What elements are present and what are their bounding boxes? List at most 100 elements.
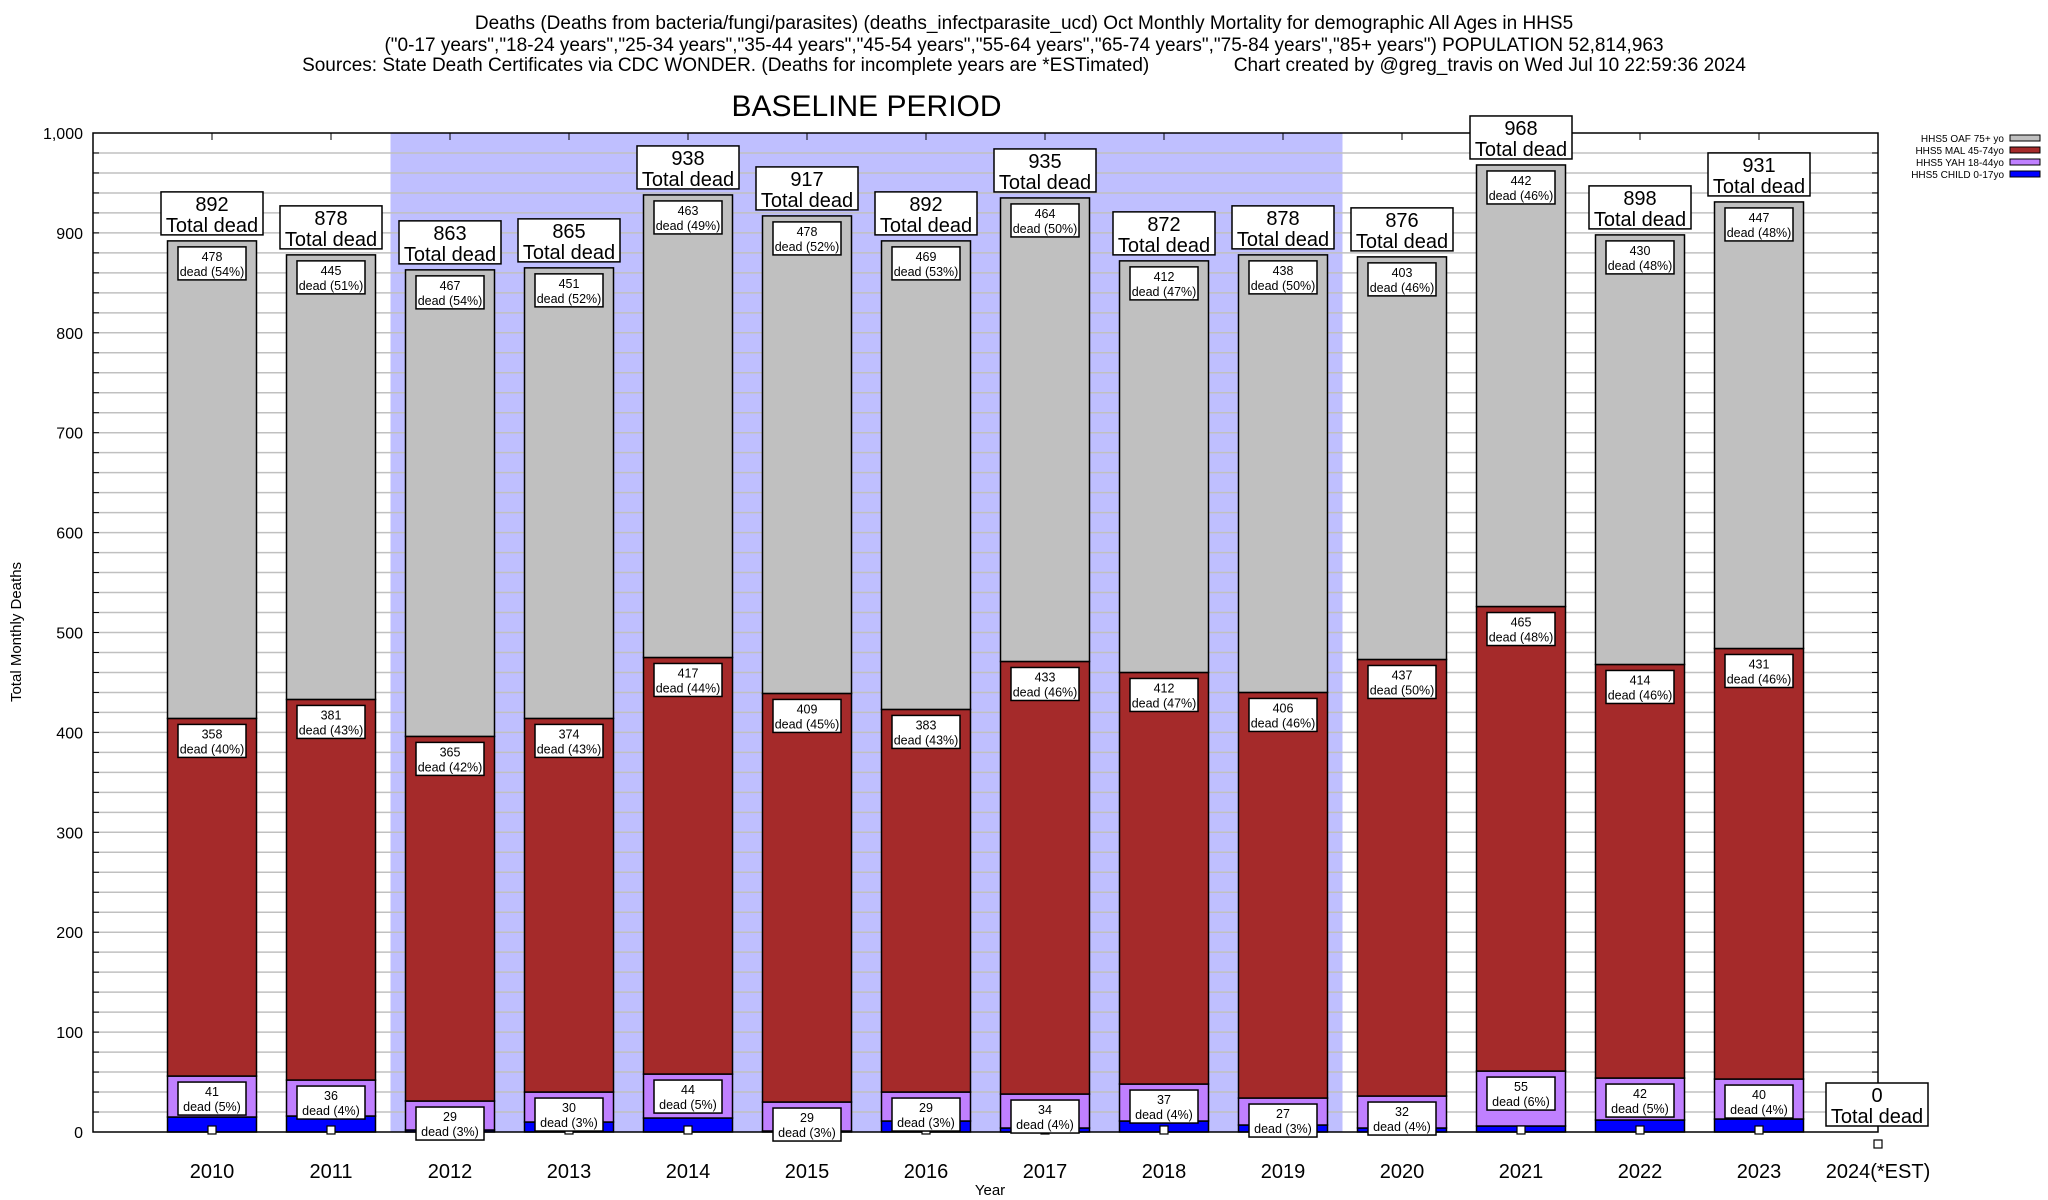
segment-label: dead (49%) <box>656 219 721 233</box>
segment-label: dead (5%) <box>659 1098 717 1112</box>
total-label: 968 <box>1504 118 1537 140</box>
x-tick-label: 2016 <box>904 1161 949 1183</box>
segment-label-box <box>1367 262 1437 297</box>
total-label: 0 <box>1871 1085 1882 1107</box>
x-tick-label: 2017 <box>1023 1161 1068 1183</box>
bar-segment-oaf <box>1356 256 1448 661</box>
segment-label-box <box>1129 677 1199 713</box>
segment-label-box <box>891 714 961 750</box>
legend-label: HHS5 MAL 45-74yo <box>1915 146 2004 157</box>
segment-label-box <box>1129 266 1199 301</box>
segment-label-box <box>1010 666 1080 702</box>
segment-label-box <box>1010 203 1080 238</box>
segment-label: 465 <box>1511 616 1532 630</box>
segment-label: 383 <box>916 718 937 732</box>
y-tick-label: 500 <box>56 626 83 643</box>
total-label: Total dead <box>1831 1106 1923 1128</box>
legend-label: HHS5 YAH 18-44yo <box>1916 158 2004 169</box>
segment-label-box <box>1605 240 1675 275</box>
legend-label: HHS5 OAF 75+ yo <box>1921 134 2005 145</box>
segment-label-box <box>891 246 961 281</box>
segment-label: 381 <box>321 708 342 722</box>
child-marker <box>326 1125 336 1135</box>
segment-label: dead (45%) <box>775 717 840 731</box>
total-label: Total dead <box>880 215 972 237</box>
y-tick-label: 700 <box>56 426 83 443</box>
bar-segment-mal <box>642 656 734 1075</box>
bar-segment-mal <box>285 698 377 1081</box>
bar-segment-oaf <box>523 267 615 720</box>
segment-label-box <box>1367 664 1437 700</box>
total-label: Total dead <box>1594 209 1686 231</box>
segment-label-box <box>1367 1101 1437 1136</box>
segment-label: dead (50%) <box>1251 279 1316 293</box>
total-label: 892 <box>909 194 942 216</box>
x-tick-label: 2023 <box>1737 1161 1782 1183</box>
segment-label-box <box>1605 669 1675 705</box>
y-tick-label: 800 <box>56 326 83 343</box>
segment-label: 431 <box>1749 657 1770 671</box>
segment-label: 30 <box>562 1101 576 1115</box>
segment-label: dead (46%) <box>1251 716 1316 730</box>
total-label-box <box>1350 207 1454 252</box>
segment-label: dead (5%) <box>183 1100 241 1114</box>
x-tick-label: 2012 <box>428 1161 473 1183</box>
segment-label: dead (3%) <box>540 1116 598 1130</box>
bar-segment-oaf <box>999 197 1091 663</box>
total-label: 938 <box>671 148 704 170</box>
segment-label: dead (3%) <box>1254 1122 1312 1136</box>
bar-segment-mal <box>1594 663 1686 1079</box>
segment-label: 409 <box>797 702 818 716</box>
x-tick-label: 2021 <box>1499 1161 1544 1183</box>
segment-label-box <box>296 704 366 740</box>
segment-label: dead (4%) <box>1373 1120 1431 1134</box>
segment-label-box <box>1010 1099 1080 1134</box>
segment-label: 478 <box>797 225 818 239</box>
total-label: 898 <box>1623 188 1656 210</box>
segment-label-box <box>415 741 485 777</box>
segment-label-box <box>653 1079 723 1114</box>
child-marker <box>683 1125 693 1135</box>
x-tick-label: 2020 <box>1380 1161 1425 1183</box>
segment-label: dead (48%) <box>1727 226 1792 240</box>
legend-label: HHS5 CHILD 0-17yo <box>1911 170 2004 181</box>
bar-segment-mal <box>404 735 496 1102</box>
segment-label: dead (3%) <box>778 1126 836 1140</box>
segment-label-box <box>534 723 604 759</box>
x-tick-label: 2022 <box>1618 1161 1663 1183</box>
segment-label: dead (43%) <box>299 723 364 737</box>
total-label-box <box>1469 115 1573 160</box>
segment-label: 433 <box>1035 670 1056 684</box>
segment-label: dead (52%) <box>775 240 840 254</box>
x-axis-title: Year <box>975 1182 1005 1199</box>
total-label: Total dead <box>1118 235 1210 257</box>
bar-segment-oaf <box>404 269 496 738</box>
segment-label: 437 <box>1392 668 1413 682</box>
total-label: Total dead <box>1356 231 1448 253</box>
segment-label: 478 <box>202 250 223 264</box>
total-label: Total dead <box>1475 139 1567 161</box>
total-label: Total dead <box>523 242 615 264</box>
segment-label: 464 <box>1035 207 1056 221</box>
total-label-box <box>1231 205 1335 250</box>
bar-segment-mal <box>1118 671 1210 1085</box>
y-tick-label: 200 <box>56 925 83 942</box>
total-label: Total dead <box>642 169 734 191</box>
bar-segment-oaf <box>285 254 377 701</box>
segment-label: 374 <box>559 727 580 741</box>
segment-label: 34 <box>1038 1103 1052 1117</box>
segment-label-box <box>1248 697 1318 733</box>
segment-label: 463 <box>678 204 699 218</box>
child-marker <box>207 1125 217 1135</box>
segment-label: 29 <box>800 1111 814 1125</box>
segment-label: dead (44%) <box>656 681 721 695</box>
bar-segment-oaf <box>880 240 972 711</box>
child-marker <box>1754 1125 1764 1135</box>
segment-label: 40 <box>1752 1088 1766 1102</box>
segment-label-box <box>772 698 842 734</box>
segment-label: 438 <box>1273 264 1294 278</box>
total-label: Total dead <box>1713 176 1805 198</box>
bar-segment-oaf <box>1475 164 1567 608</box>
segment-label-box <box>1486 1076 1556 1111</box>
